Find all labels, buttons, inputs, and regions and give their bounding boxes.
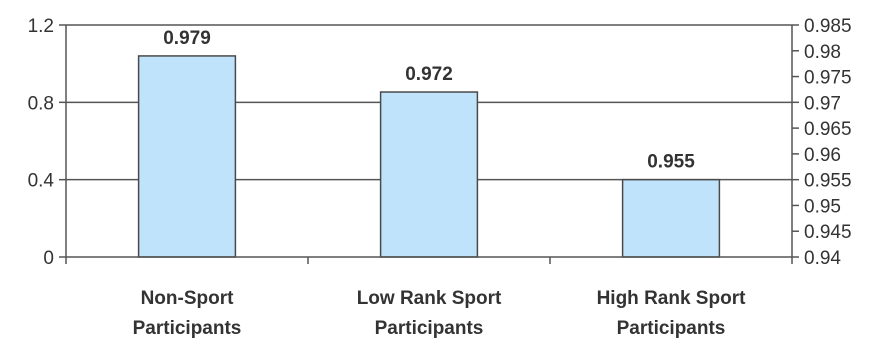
left-tick-label-3: 1.2 — [28, 16, 54, 37]
right-tick-label-2: 0.95 — [804, 196, 841, 217]
right-tick-label-1: 0.945 — [804, 222, 852, 243]
bar-0 — [137, 55, 237, 258]
category-label-0-line-1: Participants — [133, 318, 242, 338]
left-tick-label-1: 0.4 — [28, 171, 55, 192]
right-axis-ticks: 0.94 0.945 0.95 0.955 0.96 0.965 0.97 0.975 0.98… — [792, 16, 852, 269]
category-label-1-line-1: Participants — [375, 318, 484, 338]
left-tick-label-0: 0 — [43, 248, 54, 269]
category-label-2-line-1: Participants — [617, 318, 726, 338]
data-label-0: 0.979 — [163, 28, 211, 49]
bar-1 — [379, 91, 479, 258]
category-labels: Non-Sport Participants Low Rank Sport Parti… — [133, 288, 746, 338]
right-tick-label-8: 0.98 — [804, 42, 841, 63]
left-tick-label-2: 0.8 — [28, 93, 54, 114]
data-label-2: 0.955 — [647, 152, 695, 173]
left-axis-ticks: 0 0.4 0.8 1.2 — [28, 16, 66, 269]
category-label-0-line-0: Non-Sport — [141, 288, 235, 309]
right-tick-label-0: 0.94 — [804, 248, 841, 269]
bars — [137, 55, 721, 258]
right-tick-label-3: 0.955 — [804, 171, 852, 192]
bar-2 — [621, 178, 721, 258]
category-label-1-line-0: Low Rank Sport — [357, 288, 502, 309]
data-labels: 0.979 0.972 0.955 — [163, 28, 695, 173]
right-tick-label-7: 0.975 — [804, 68, 852, 89]
right-tick-label-6: 0.97 — [804, 93, 841, 114]
right-tick-label-4: 0.96 — [804, 145, 841, 166]
category-label-2-line-0: High Rank Sport — [597, 288, 747, 309]
right-tick-label-5: 0.965 — [804, 119, 852, 140]
axes — [65, 25, 793, 264]
right-tick-label-9: 0.985 — [804, 16, 852, 37]
data-label-1: 0.972 — [405, 64, 453, 85]
